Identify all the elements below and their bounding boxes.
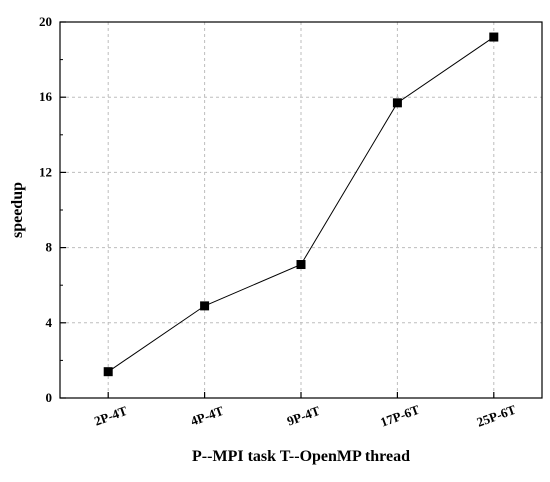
x-tick-label: 25P-6T bbox=[475, 402, 518, 430]
grid-lines bbox=[60, 22, 542, 398]
y-tick-label: 16 bbox=[39, 89, 53, 104]
data-series bbox=[103, 32, 499, 377]
y-tick-label: 12 bbox=[39, 164, 52, 179]
data-point-marker bbox=[103, 367, 113, 377]
x-tick-label: 17P-6T bbox=[378, 402, 421, 430]
x-tick-label: 9P-4T bbox=[285, 403, 322, 429]
data-point-marker bbox=[200, 301, 210, 311]
y-tick-label: 4 bbox=[46, 315, 53, 330]
y-tick-label: 8 bbox=[46, 240, 53, 255]
y-tick-label: 20 bbox=[39, 14, 52, 29]
y-tick-label: 0 bbox=[46, 390, 53, 405]
axis-labels: P--MPI task T--OpenMP thread speedup bbox=[9, 182, 410, 465]
x-tick-label: 4P-4T bbox=[189, 403, 226, 429]
data-point-marker bbox=[296, 260, 306, 270]
data-point-marker bbox=[392, 98, 402, 108]
y-axis-title: speedup bbox=[9, 182, 26, 238]
x-tick-label: 2P-4T bbox=[92, 403, 129, 429]
x-axis-title: P--MPI task T--OpenMP thread bbox=[192, 448, 410, 465]
data-point-marker bbox=[489, 32, 499, 42]
